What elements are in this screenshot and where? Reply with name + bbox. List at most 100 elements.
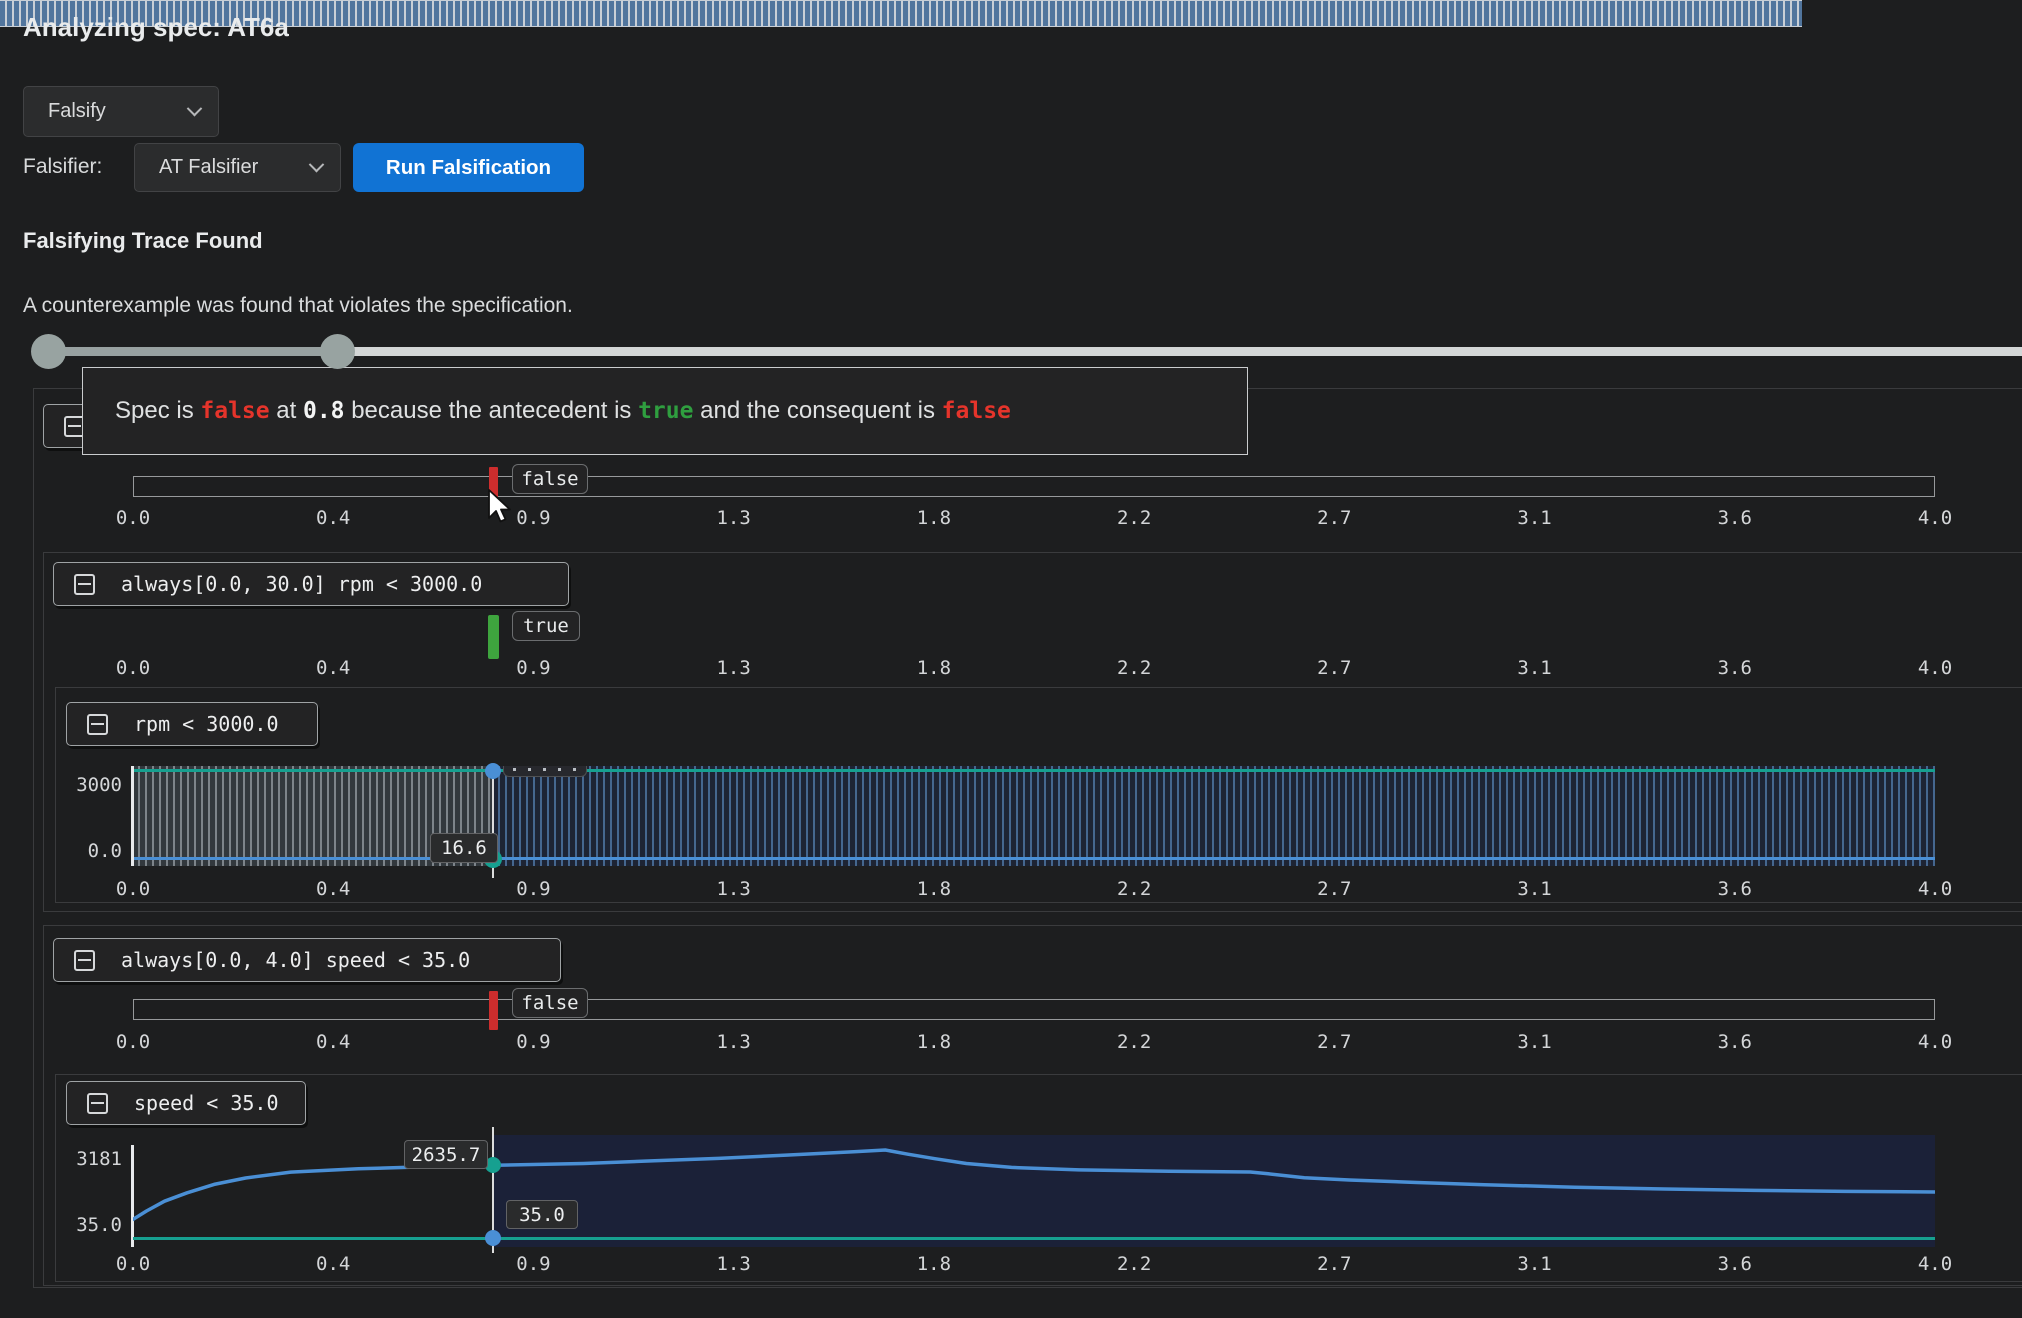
axis-tick-label: 3.6 (1717, 1031, 1752, 1053)
always-rpm-time-axis: 0.0 0.4 0.9 1.3 1.8 2.2 2.7 3.1 3.6 4.0 (116, 657, 1952, 681)
always-rpm-verdict-label: true (512, 611, 580, 641)
always-rpm-cursor-marker (488, 615, 499, 659)
speed-cursor-dot-threshold (485, 1230, 501, 1246)
always-speed-cursor-marker (489, 991, 498, 1030)
formula-text: rpm < 3000.0 (134, 712, 279, 736)
verdict-tooltip: Spec is false at 0.8 because the anteced… (82, 367, 1248, 455)
run-falsification-button[interactable]: Run Falsification (353, 143, 584, 192)
axis-tick-label: 1.8 (916, 507, 952, 529)
tooltip-verdict: false (200, 398, 270, 424)
axis-tick-label: 1.3 (716, 1253, 751, 1275)
speed-cursor-dot-curve (485, 1157, 501, 1173)
axis-tick-label: 1.3 (716, 507, 751, 529)
formula-text: speed < 35.0 (134, 1091, 279, 1115)
axis-tick-label: 0.9 (516, 1253, 551, 1275)
falsifier-select[interactable]: AT Falsifier (134, 143, 341, 192)
axis-tick-label: 0.9 (516, 507, 551, 529)
axis-tick-label: 3.1 (1517, 878, 1552, 900)
speed-signal-curve[interactable] (133, 1135, 1935, 1247)
speed-cursor-value-label: 2635.7 (404, 1140, 488, 1169)
result-heading: Falsifying Trace Found (23, 228, 263, 253)
result-description: A counterexample was found that violates… (23, 294, 573, 317)
axis-tick-label: 0.0 (115, 1031, 151, 1053)
slider-track[interactable] (338, 347, 2022, 356)
speed-formula-header: speed < 35.0 (66, 1081, 306, 1125)
formula-text: always[0.0, 4.0] speed < 35.0 (121, 948, 471, 972)
tooltip-text: Spec is (115, 397, 201, 424)
axis-tick-label: 3.1 (1517, 657, 1552, 679)
collapse-icon[interactable] (87, 713, 108, 735)
axis-tick-label: 1.3 (716, 878, 751, 900)
rpm-cursor-line[interactable] (492, 766, 494, 878)
collapse-icon[interactable] (74, 573, 95, 595)
always-rpm-verdict-timeline[interactable] (0, 0, 1802, 27)
rpm-y-min-label: 0.0 (87, 840, 122, 862)
rpm-signal-line (133, 769, 1935, 772)
always-speed-time-axis: 0.0 0.4 0.9 1.3 1.8 2.2 2.7 3.1 3.6 4.0 (116, 1031, 1952, 1055)
axis-tick-label: 1.8 (916, 1031, 952, 1053)
axis-tick-label: 2.7 (1317, 507, 1352, 529)
panel-speed (55, 1074, 2022, 1282)
axis-tick-label: 2.7 (1317, 878, 1352, 900)
rpm-margin-line (133, 857, 1935, 860)
axis-tick-label: 0.9 (516, 657, 551, 679)
mouse-cursor-icon (488, 489, 511, 523)
slider-handle-end[interactable] (320, 334, 355, 369)
mode-select[interactable]: Falsify (23, 86, 219, 137)
tooltip-consequent-value: false (941, 398, 1011, 424)
axis-tick-label: 3.6 (1717, 878, 1752, 900)
axis-tick-label: 3.1 (1517, 1031, 1552, 1053)
falsifier-select-value: AT Falsifier (159, 156, 259, 178)
speed-curve-path (133, 1148, 1935, 1222)
tooltip-text: at (269, 397, 303, 424)
always-rpm-formula-header: always[0.0, 30.0] rpm < 3000.0 (53, 562, 569, 606)
rpm-formula-header: rpm < 3000.0 (66, 702, 318, 746)
speed-cursor-line[interactable] (492, 1127, 494, 1253)
axis-tick-label: 0.4 (316, 657, 351, 679)
axis-tick-label: 2.7 (1317, 657, 1352, 679)
axis-tick-label: 0.4 (316, 507, 351, 529)
tooltip-time: 0.8 (302, 398, 345, 424)
always-speed-verdict-timeline[interactable] (133, 999, 1935, 1020)
panel-always-rpm (43, 552, 2022, 912)
speed-y-min-label: 35.0 (76, 1214, 122, 1236)
axis-tick-label: 4.0 (1917, 1253, 1953, 1275)
axis-tick-label: 0.9 (516, 1031, 551, 1053)
rpm-chart-region-after-cursor[interactable] (493, 766, 1935, 866)
axis-tick-label: 0.4 (316, 1031, 351, 1053)
axis-tick-label: 1.3 (716, 657, 751, 679)
axis-tick-label: 2.2 (1116, 1253, 1152, 1275)
axis-tick-label: 0.4 (316, 1253, 351, 1275)
rpm-cursor-dot-top (485, 763, 501, 779)
collapse-icon[interactable] (87, 1092, 108, 1114)
spec-time-axis: 0.0 0.4 0.9 1.3 1.8 2.2 2.7 3.1 3.6 4.0 (116, 507, 1952, 531)
spec-verdict-timeline[interactable] (133, 476, 1935, 497)
mode-select-value: Falsify (48, 100, 106, 122)
axis-tick-label: 3.6 (1717, 507, 1752, 529)
axis-tick-label: 2.2 (1116, 878, 1152, 900)
axis-tick-label: 3.1 (1517, 507, 1552, 529)
slider-handle-start[interactable] (31, 334, 66, 369)
axis-tick-label: 3.6 (1717, 1253, 1752, 1275)
rpm-clipped-value-label (503, 766, 587, 777)
spec-cursor-marker (489, 467, 498, 506)
axis-tick-label: 1.3 (716, 1031, 751, 1053)
panel-always-speed (43, 925, 2022, 1286)
axis-tick-label: 1.8 (916, 657, 952, 679)
slider-track-selected[interactable] (49, 347, 338, 356)
chevron-down-icon (308, 156, 325, 173)
rpm-y-max-label: 3000 (76, 774, 122, 796)
tooltip-antecedent-value: true (638, 398, 694, 424)
axis-tick-label: 2.7 (1317, 1031, 1352, 1053)
axis-tick-label: 0.0 (115, 1253, 151, 1275)
axis-tick-label: 0.9 (516, 878, 551, 900)
axis-tick-label: 2.2 (1116, 1031, 1152, 1053)
collapse-icon[interactable] (74, 949, 95, 971)
axis-tick-label: 4.0 (1917, 1031, 1953, 1053)
speed-threshold-value-label: 35.0 (506, 1200, 578, 1229)
speed-y-max-label: 3181 (76, 1148, 122, 1170)
axis-tick-label: 4.0 (1917, 878, 1953, 900)
rpm-time-axis: 0.0 0.4 0.9 1.3 1.8 2.2 2.7 3.1 3.6 4.0 (116, 878, 1952, 902)
axis-tick-label: 2.2 (1116, 507, 1152, 529)
